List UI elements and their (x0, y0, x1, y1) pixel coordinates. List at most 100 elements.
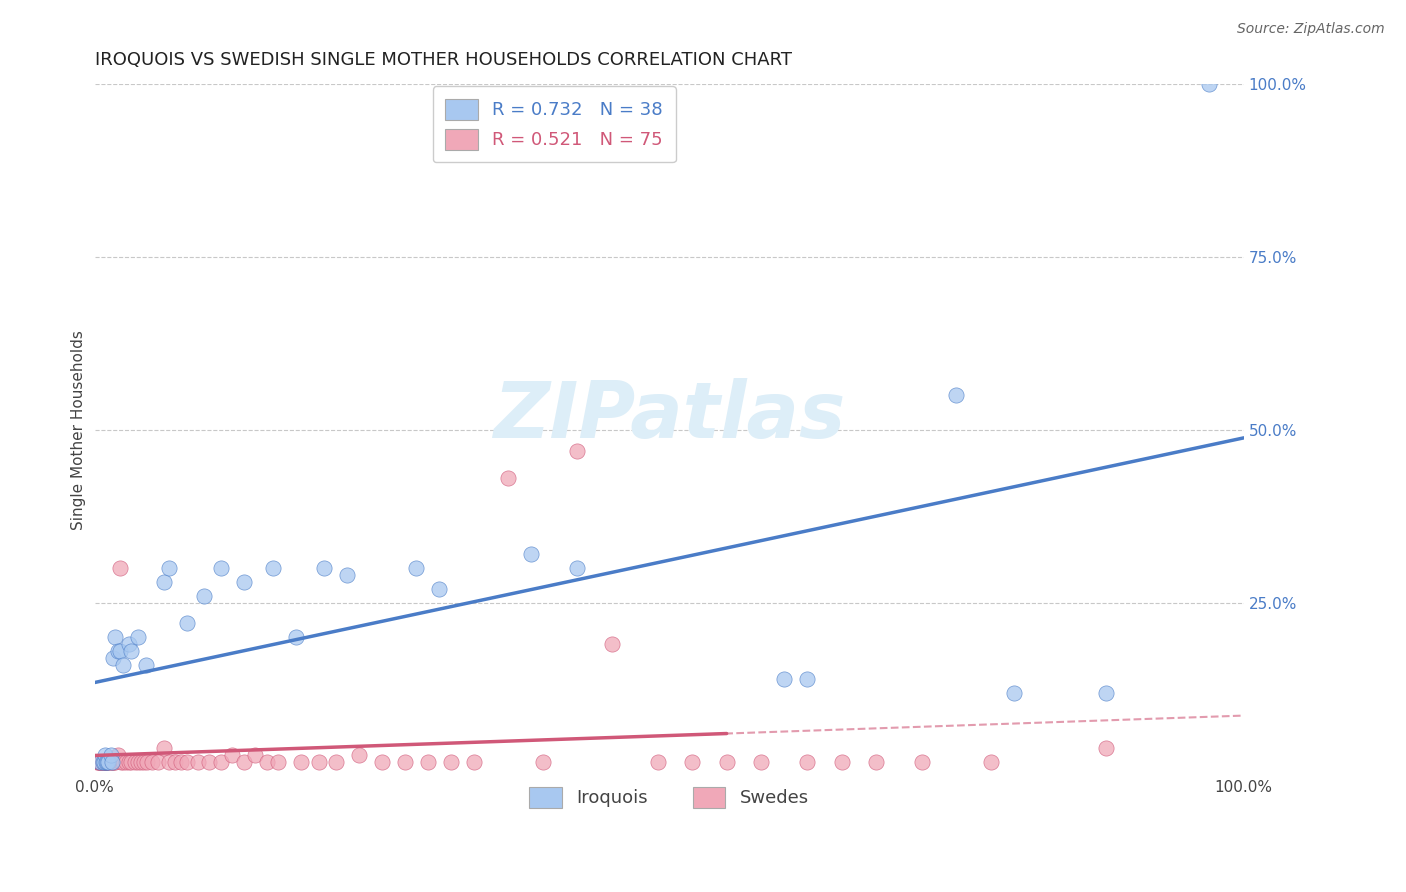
Point (170, 755, 193, 769)
Point (89, 755, 111, 769)
Point (716, 755, 738, 769)
Point (245, 747, 267, 762)
Point (221, 747, 243, 762)
Point (176, 755, 198, 769)
Point (97, 755, 120, 769)
Point (89, 755, 111, 769)
Point (96, 755, 118, 769)
Point (405, 561, 427, 575)
Point (89, 755, 111, 769)
Point (865, 755, 887, 769)
Point (120, 755, 142, 769)
Point (796, 672, 818, 686)
Point (91, 755, 114, 769)
Text: ZIPatlas: ZIPatlas (494, 378, 845, 454)
Point (347, 747, 370, 762)
Point (262, 561, 284, 575)
Point (233, 574, 256, 589)
Point (112, 657, 135, 672)
Point (749, 755, 772, 769)
Point (127, 755, 149, 769)
Text: IROQUOIS VS SWEDISH SINGLE MOTHER HOUSEHOLDS CORRELATION CHART: IROQUOIS VS SWEDISH SINGLE MOTHER HOUSEH… (94, 51, 792, 69)
Point (1095, 685, 1118, 699)
Point (108, 561, 131, 575)
Point (112, 755, 135, 769)
Point (135, 657, 157, 672)
Point (90, 755, 112, 769)
Point (1002, 685, 1025, 699)
Point (290, 755, 312, 769)
Point (945, 388, 967, 402)
Point (124, 755, 146, 769)
Point (120, 644, 142, 658)
Point (97, 755, 120, 769)
Point (796, 755, 818, 769)
Point (567, 443, 589, 458)
Point (157, 561, 180, 575)
Point (394, 755, 416, 769)
Point (107, 747, 129, 762)
Point (463, 755, 485, 769)
Point (163, 755, 186, 769)
Point (91, 755, 114, 769)
Point (427, 582, 450, 596)
Point (118, 755, 141, 769)
Point (101, 755, 124, 769)
Point (87, 755, 110, 769)
Point (93, 755, 115, 769)
Point (93, 755, 115, 769)
Point (681, 755, 703, 769)
Point (101, 755, 124, 769)
Point (94, 747, 117, 762)
Point (284, 630, 307, 644)
Point (233, 755, 256, 769)
Point (152, 740, 174, 755)
Point (1095, 740, 1118, 755)
Point (96, 755, 118, 769)
Y-axis label: Single Mother Households: Single Mother Households (72, 330, 86, 530)
Point (198, 755, 221, 769)
Point (371, 755, 394, 769)
Point (89, 755, 111, 769)
Point (132, 755, 155, 769)
Point (416, 755, 439, 769)
Point (531, 755, 554, 769)
Point (141, 755, 163, 769)
Point (980, 755, 1002, 769)
Point (647, 755, 669, 769)
Point (127, 630, 149, 644)
Point (267, 755, 290, 769)
Point (91, 755, 114, 769)
Point (146, 755, 169, 769)
Point (520, 547, 543, 561)
Point (209, 755, 232, 769)
Point (100, 747, 122, 762)
Point (107, 644, 129, 658)
Point (93, 755, 115, 769)
Point (89, 755, 111, 769)
Point (96, 755, 118, 769)
Point (94, 755, 117, 769)
Point (94, 755, 117, 769)
Point (101, 651, 124, 665)
Point (110, 755, 132, 769)
Point (831, 755, 853, 769)
Point (94, 755, 117, 769)
Point (101, 755, 124, 769)
Point (187, 755, 209, 769)
Point (498, 471, 520, 485)
Point (157, 755, 180, 769)
Point (104, 630, 127, 644)
Point (152, 574, 174, 589)
Point (773, 672, 796, 686)
Point (90, 755, 112, 769)
Point (911, 755, 934, 769)
Point (103, 755, 125, 769)
Point (114, 755, 136, 769)
Point (176, 616, 198, 631)
Point (308, 755, 330, 769)
Point (440, 755, 463, 769)
Legend: Iroquois, Swedes: Iroquois, Swedes (522, 780, 817, 815)
Point (193, 589, 215, 603)
Point (100, 755, 122, 769)
